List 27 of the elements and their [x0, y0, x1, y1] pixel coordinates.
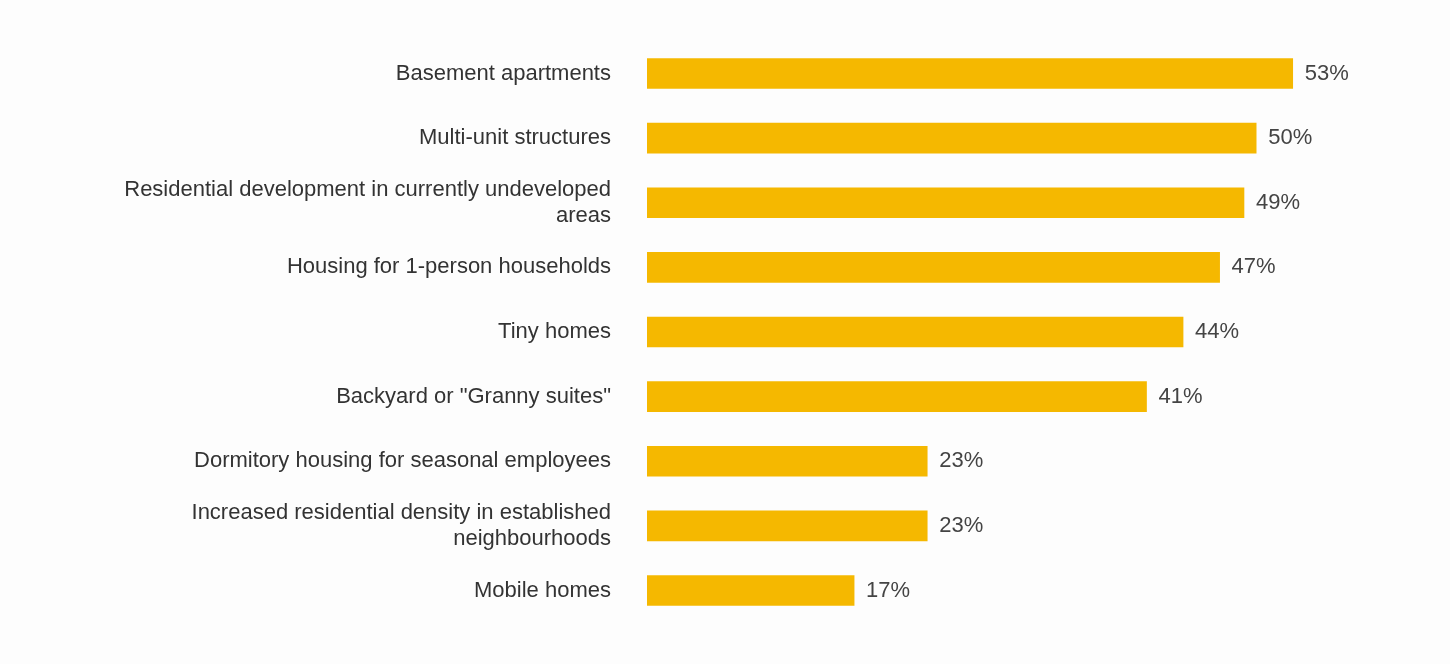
bar — [647, 316, 1184, 348]
data-label: 53% — [1304, 59, 1349, 85]
y-tick-label: Residential development in currently undeveloped areas — [124, 175, 611, 228]
data-label: 49% — [1255, 188, 1301, 214]
bar — [647, 575, 855, 606]
bar — [647, 187, 1245, 219]
y-tick-label: Multi-unit structures — [419, 124, 611, 150]
bar — [647, 445, 928, 477]
y-tick-label: Basement apartments — [395, 59, 611, 85]
data-label: 41% — [1158, 382, 1203, 408]
y-tick-label: Housing for 1-person households — [286, 253, 611, 279]
data-label: 23% — [939, 447, 984, 473]
bar — [647, 252, 1220, 283]
y-tick-label: Tiny homes — [498, 318, 611, 344]
data-label: 50% — [1268, 124, 1313, 150]
y-tick-label: Dormitory housing for seasonal employees — [194, 447, 611, 473]
data-label: 47% — [1231, 253, 1276, 279]
data-label: 17% — [866, 576, 911, 602]
data-label: 23% — [939, 511, 984, 537]
bar — [647, 510, 928, 542]
y-tick-label: Backyard or "Granny suites" — [336, 382, 611, 408]
bar — [647, 122, 1257, 154]
data-label: 44% — [1195, 318, 1240, 344]
y-tick-label: Increased residential density in established neighbourhoods — [191, 498, 611, 551]
y-tick-label: Mobile homes — [474, 576, 611, 602]
bar — [647, 58, 1294, 89]
bar — [647, 381, 1147, 412]
